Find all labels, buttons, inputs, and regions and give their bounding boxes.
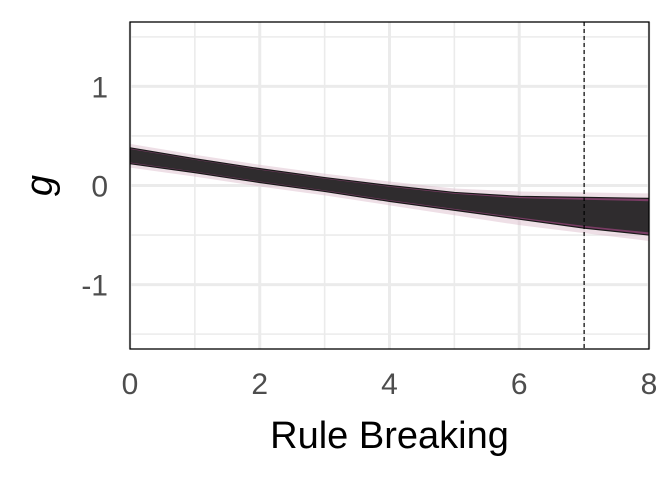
band-upper-edge [129, 147, 650, 199]
band [129, 143, 650, 241]
x-tick-label: 2 [251, 368, 268, 401]
y-tick-label: 1 [91, 71, 108, 104]
x-tick-label: 0 [122, 368, 139, 401]
panel-border [129, 21, 650, 350]
y-tick-label: -1 [81, 270, 108, 303]
y-tick-label: 0 [91, 171, 108, 204]
x-tick-label: 6 [511, 368, 528, 401]
x-tick-label: 4 [381, 368, 398, 401]
tick-labels: 0 2 4 6 8 -1 0 1 [81, 71, 657, 401]
band-lower-edge [129, 163, 650, 236]
x-axis-title: Rule Breaking [270, 415, 509, 457]
y-axis-title: g [19, 175, 61, 196]
band-core [130, 149, 649, 233]
x-tick-label: 8 [641, 368, 658, 401]
